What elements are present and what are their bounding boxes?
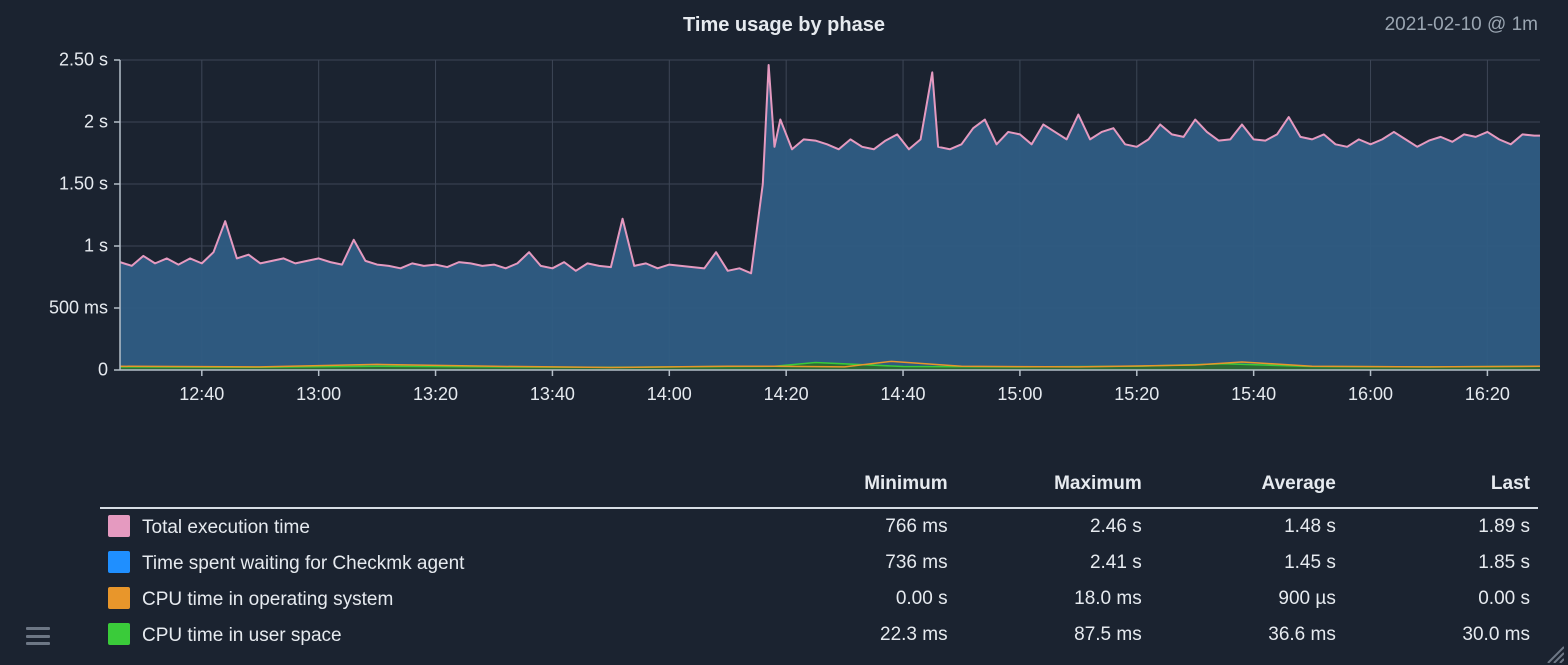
- table-header: [100, 463, 761, 508]
- stat-last: 0.00 s: [1344, 581, 1538, 617]
- series-label-cell: Time spent waiting for Checkmk agent: [100, 545, 761, 581]
- y-tick-label: 1.50 s: [0, 174, 108, 195]
- x-tick-label: 13:20: [413, 384, 458, 405]
- stat-avg: 36.6 ms: [1150, 617, 1344, 653]
- table-header: Average: [1150, 463, 1344, 508]
- y-tick-label: 500 ms: [0, 298, 108, 319]
- x-tick-label: 13:00: [296, 384, 341, 405]
- stat-min: 0.00 s: [761, 581, 955, 617]
- chart-area[interactable]: 0 500 ms 1 s 1.50 s 2 s 2.50 s 12:40 13:00 13:20…: [0, 0, 1568, 435]
- x-tick-label: 13:40: [530, 384, 575, 405]
- color-swatch: [108, 587, 130, 609]
- stat-avg: 1.45 s: [1150, 545, 1344, 581]
- legend-table-wrap: MinimumMaximumAverageLast Total executio…: [100, 463, 1538, 653]
- x-tick-label: 16:00: [1348, 384, 1393, 405]
- series-label: Time spent waiting for Checkmk agent: [142, 553, 464, 574]
- stat-avg: 900 µs: [1150, 581, 1344, 617]
- color-swatch: [108, 515, 130, 537]
- series-label-cell: Total execution time: [100, 508, 761, 545]
- y-tick-label: 2.50 s: [0, 50, 108, 71]
- series-label: Total execution time: [142, 517, 310, 538]
- stat-max: 87.5 ms: [956, 617, 1150, 653]
- table-row: CPU time in user space 22.3 ms87.5 ms36.6…: [100, 617, 1538, 653]
- legend-table: MinimumMaximumAverageLast Total executio…: [100, 463, 1538, 653]
- table-header: Maximum: [956, 463, 1150, 508]
- stat-last: 1.89 s: [1344, 508, 1538, 545]
- table-row: CPU time in operating system0.00 s18.0 m…: [100, 581, 1538, 617]
- stat-max: 2.41 s: [956, 545, 1150, 581]
- x-tick-label: 15:00: [997, 384, 1042, 405]
- stat-max: 2.46 s: [956, 508, 1150, 545]
- stat-last: 30.0 ms: [1344, 617, 1538, 653]
- table-header: Minimum: [761, 463, 955, 508]
- chart-svg: [0, 0, 1568, 430]
- color-swatch: [108, 551, 130, 573]
- x-tick-label: 15:40: [1231, 384, 1276, 405]
- stat-last: 1.85 s: [1344, 545, 1538, 581]
- series-label-cell: CPU time in operating system: [100, 581, 761, 617]
- stat-min: 736 ms: [761, 545, 955, 581]
- y-tick-label: 0: [0, 360, 108, 381]
- stat-avg: 1.48 s: [1150, 508, 1344, 545]
- series-label: CPU time in operating system: [142, 589, 393, 610]
- resize-handle-icon[interactable]: [1544, 643, 1564, 663]
- y-tick-label: 1 s: [0, 236, 108, 257]
- menu-icon[interactable]: [26, 627, 50, 645]
- x-tick-label: 14:20: [764, 384, 809, 405]
- stat-min: 22.3 ms: [761, 617, 955, 653]
- stat-min: 766 ms: [761, 508, 955, 545]
- x-tick-label: 14:00: [647, 384, 692, 405]
- y-tick-label: 2 s: [0, 112, 108, 133]
- table-row: Total execution time 766 ms2.46 s1.48 s1.…: [100, 508, 1538, 545]
- x-tick-label: 15:20: [1114, 384, 1159, 405]
- color-swatch: [108, 623, 130, 645]
- table-row: Time spent waiting for Checkmk agent 736 …: [100, 545, 1538, 581]
- x-tick-label: 16:20: [1465, 384, 1510, 405]
- stat-max: 18.0 ms: [956, 581, 1150, 617]
- x-tick-label: 14:40: [881, 384, 926, 405]
- x-tick-label: 12:40: [179, 384, 224, 405]
- table-header: Last: [1344, 463, 1538, 508]
- series-label-cell: CPU time in user space: [100, 617, 761, 653]
- series-label: CPU time in user space: [142, 625, 342, 646]
